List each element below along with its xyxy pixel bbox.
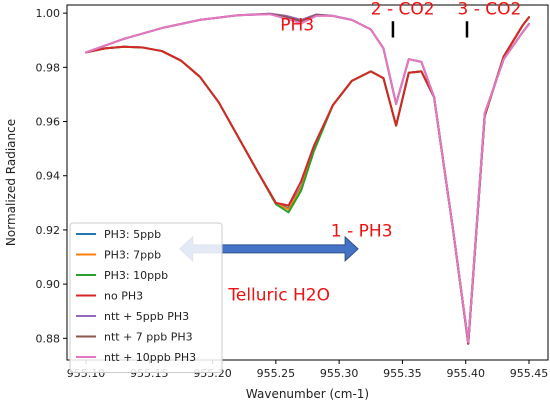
x-tick-label: 955.35 — [383, 367, 422, 380]
annotations: PH3 2 - CO2 3 - CO2 1 - PH3 Telluric H2O — [178, 0, 521, 305]
legend-label: PH3: 10ppb — [104, 269, 168, 282]
series-line-6 — [84, 13, 531, 344]
annotation-label: PH3 — [280, 16, 314, 36]
y-tick-label: 0.98 — [36, 61, 61, 74]
y-tick-label: 0.96 — [36, 116, 61, 129]
y-tick-label: 0.94 — [36, 170, 61, 183]
x-tick-label: 955.40 — [446, 367, 485, 380]
legend-label: ntt + 7 ppb PH3 — [104, 331, 193, 344]
legend-label: PH3: 5ppb — [104, 228, 161, 241]
annotation-label: 3 - CO2 — [457, 0, 521, 19]
y-tick-label: 0.90 — [36, 278, 61, 291]
y-axis-label: Normalized Radiance — [4, 119, 18, 246]
legend-box — [69, 222, 223, 373]
legend-label: ntt + 10ppb PH3 — [104, 351, 196, 364]
x-axis-label: Wavenumber (cm-1) — [246, 387, 369, 401]
plot-area — [84, 12, 531, 345]
x-tick-label: 955.30 — [320, 367, 359, 380]
legend: PH3: 5ppb PH3: 7ppb PH3: 10ppb no PH3 ntt + … — [69, 222, 223, 373]
axes-frame — [66, 4, 549, 361]
annotation-label: 2 - CO2 — [371, 0, 435, 19]
y-tick-label: 0.88 — [36, 332, 61, 345]
y-tick-label: 0.92 — [36, 224, 61, 237]
annotation-label: Telluric H2O — [227, 285, 330, 305]
x-tick-label: 955.45 — [510, 367, 549, 380]
legend-label: PH3: 7ppb — [104, 249, 161, 262]
legend-label: no PH3 — [104, 290, 143, 303]
annotation-label: 1 - PH3 — [331, 222, 393, 242]
x-tick-label: 955.25 — [257, 367, 296, 380]
y-tick-label: 1.00 — [36, 7, 61, 20]
legend-label: ntt + 5ppb PH3 — [104, 310, 189, 323]
